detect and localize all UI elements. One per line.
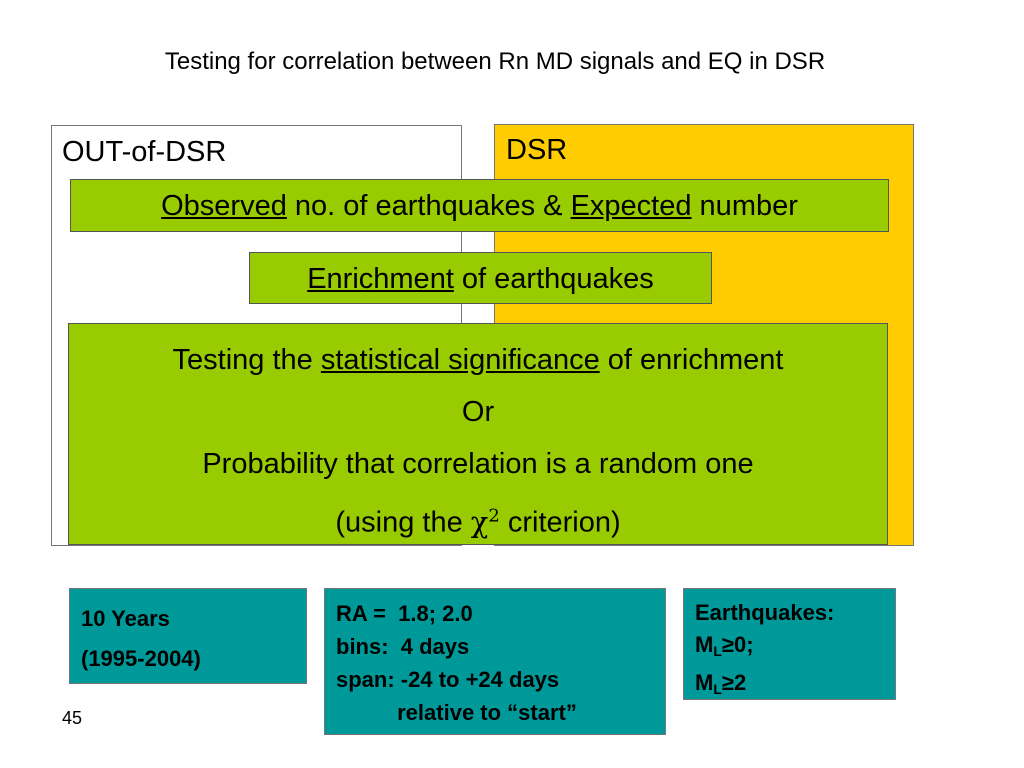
chi-exponent: 2 [488,505,500,526]
significance-box: Testing the statistical significance of … [68,323,888,545]
significance-line: Testing the statistical significance of … [69,334,887,386]
earthquakes-info-box: Earthquakes: ML≥0; ML≥2 [683,588,896,700]
observed-expected-box: Observed no. of earthquakes & Expected n… [70,179,889,232]
years-line: 10 Years [81,606,170,631]
magnitude-line-1: ML≥0; [695,632,754,659]
dsr-label: DSR [506,134,568,166]
significance-post: of enrichment [599,344,784,376]
enrichment-text: of earthquakes [453,263,654,295]
slide-title: Testing for correlation between Rn MD si… [164,48,826,75]
expected-word: Expected [570,190,692,222]
observed-text: no. of earthquakes & [286,190,571,222]
or-line: Or [461,396,495,428]
criterion-pre: (using the [335,506,471,539]
out-of-dsr-label: OUT-of-DSR [62,136,227,168]
probability-line: Probability that correlation is a random… [202,448,754,480]
criterion-post: criterion) [499,506,621,539]
span-line: span: -24 to +24 days [336,667,560,692]
enrichment-word: Enrichment [307,263,454,295]
relative-line: relative to “start” [336,700,577,725]
chi-symbol: χ2 [470,504,500,539]
criterion-line: (using the χ2 criterion) [69,490,887,549]
bins-line: bins: 4 days [336,634,470,659]
year-range-line: (1995-2004) [81,646,201,671]
significance-pre: Testing the [172,344,321,376]
expected-text: number [691,190,798,222]
observed-word: Observed [161,190,287,222]
ra-line: RA = 1.8; 2.0 [336,601,473,626]
significance-underlined: statistical significance [320,344,600,376]
years-info-box: 10 Years (1995-2004) [69,588,307,684]
page-number: 45 [62,708,83,728]
enrichment-box: Enrichment of earthquakes [249,252,712,304]
magnitude-line-2: ML≥2 [695,670,747,697]
earthquakes-heading: Earthquakes: [695,600,835,625]
parameters-info-box: RA = 1.8; 2.0 bins: 4 days span: -24 to … [324,588,666,735]
